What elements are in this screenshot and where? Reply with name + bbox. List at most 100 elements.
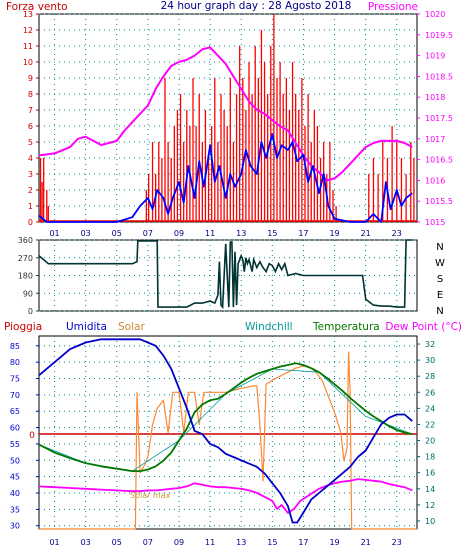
left-tick-label: 12 (23, 26, 33, 35)
pressure-line (38, 46, 413, 182)
left-tick-label: 3 (28, 170, 33, 179)
hour-label: 13 (236, 229, 246, 238)
left-tick-label: 55 (10, 440, 20, 449)
left-tick-label: 0 (28, 307, 33, 316)
label-umidita: Umidita (66, 321, 107, 333)
rain-zero-label: 0 (29, 431, 35, 441)
left-tick-label: 40 (10, 489, 20, 498)
compass-label: N (436, 306, 443, 317)
right-tick-label: 1016.5 (425, 156, 453, 165)
left-tick-label: 10 (23, 58, 33, 67)
left-tick-label: 65 (10, 407, 20, 416)
left-tick-label: 11 (23, 42, 33, 51)
hour-label: 15 (267, 538, 277, 547)
hour-labels-top: 01 03 05 07 09 11 13 15 17 19 21 23 (49, 229, 401, 238)
right-tick-label: 1015.5 (425, 197, 453, 206)
hour-label: 09 (174, 229, 184, 238)
hour-label: 23 (392, 538, 402, 547)
series-layer (38, 239, 413, 310)
right-tick-label: 28 (425, 372, 435, 381)
right-tick-label: 1019.5 (425, 31, 453, 40)
hour-label: 21 (361, 538, 371, 547)
left-tick-label: 180 (18, 272, 33, 281)
right-tick-label: 1017 (425, 135, 445, 144)
right-tick-label: 1017.5 (425, 114, 453, 123)
temperature-line (38, 362, 413, 473)
panel-frame (38, 13, 418, 223)
left-tick-label: 70 (10, 391, 20, 400)
right-tick-label: 1018 (425, 93, 445, 102)
hour-label: 17 (298, 229, 308, 238)
hour-label: 07 (143, 229, 153, 238)
right-tick-label: 32 (425, 340, 435, 349)
right-tick-label: 20 (425, 437, 435, 446)
left-tick-label: 13 (23, 10, 33, 19)
hour-labels-bottom: 01 03 05 07 09 11 13 15 17 19 21 23 (49, 538, 401, 547)
left-tick-label: 4 (28, 154, 33, 163)
hour-label: 03 (81, 538, 91, 547)
left-tick-label: 360 (18, 236, 33, 245)
right-tick-label: 26 (425, 388, 435, 397)
compass-label: E (437, 290, 443, 301)
right-tick-label: 22 (425, 420, 435, 429)
grid (39, 13, 417, 223)
hour-label: 05 (112, 229, 122, 238)
hour-label: 19 (329, 229, 339, 238)
left-tick-label: 90 (23, 289, 33, 298)
right-tick-label: 30 (425, 356, 435, 365)
left-tick-label: 50 (10, 456, 20, 465)
right-tick-label: 16 (425, 469, 435, 478)
right-tick-label: 1015 (425, 218, 445, 227)
right-tick-label: 1018.5 (425, 72, 453, 81)
dewpoint-line (38, 478, 413, 514)
humidity-line (38, 338, 413, 524)
left-tick-label: 5 (28, 138, 33, 147)
hour-label: 13 (236, 538, 246, 547)
hour-label: 03 (81, 229, 91, 238)
grid (39, 336, 417, 529)
left-tick-label: 8 (28, 90, 33, 99)
right-tick-label: 14 (425, 485, 435, 494)
left-tick-label: 35 (10, 505, 20, 514)
graph-title: 24 hour graph day : 28 Agosto 2018 (161, 0, 352, 12)
hour-label: 09 (174, 538, 184, 547)
right-tick-label: 1019 (425, 52, 445, 61)
left-ticks: 0 90 180 270 360 (18, 236, 39, 316)
compass-label: S (437, 274, 443, 285)
hour-label: 19 (329, 538, 339, 547)
left-tick-label: 1 (28, 202, 33, 211)
series-layer (38, 14, 417, 223)
right-tick-label: 1020 (425, 10, 445, 19)
avg-wind-line (38, 133, 413, 223)
hour-label: 07 (143, 538, 153, 547)
left-tick-label: 85 (10, 342, 20, 351)
label-windchill: Windchill (245, 321, 293, 333)
right-tick-label: 24 (425, 404, 435, 413)
wind-direction-line (38, 239, 413, 310)
solar-line (39, 351, 417, 530)
hour-label: 11 (205, 538, 215, 547)
right-tick-label: 12 (425, 501, 435, 510)
hour-label: 05 (112, 538, 122, 547)
right-ticks: 10 12 14 16 18 20 22 24 26 28 30 32 (417, 340, 435, 526)
hour-label: 01 (49, 229, 59, 238)
hour-label: 21 (361, 229, 371, 238)
hour-label: 17 (298, 538, 308, 547)
left-tick-label: 75 (10, 375, 20, 384)
temperature-humidity-panel: 30 35 40 45 50 55 60 65 70 75 80 85 10 12 14 16 18 20 22 2… (10, 335, 435, 531)
left-axis-label-wind: Forza vento (6, 1, 68, 13)
left-tick-label: 60 (10, 424, 20, 433)
panel-frame (38, 335, 418, 530)
left-tick-label: 6 (28, 122, 33, 131)
left-tick-label: 270 (18, 254, 33, 263)
hour-label: 11 (205, 229, 215, 238)
right-tick-label: 18 (425, 453, 435, 462)
right-tick-label: 10 (425, 517, 435, 526)
compass-label: N (436, 242, 443, 253)
right-tick-label: 1016 (425, 176, 445, 185)
solar-max-label: Solar max (130, 491, 171, 500)
left-tick-label: 30 (10, 522, 20, 531)
